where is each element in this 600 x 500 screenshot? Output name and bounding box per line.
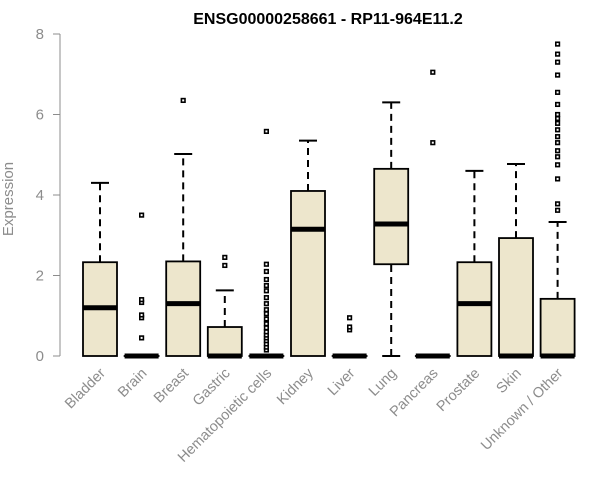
outlier-point <box>346 324 353 330</box>
outlier-point <box>554 111 561 118</box>
x-tick-label: Breast <box>151 366 192 407</box>
outlier-point <box>263 295 270 301</box>
y-axis-label: Expression <box>0 162 17 236</box>
outlier-point <box>554 127 561 133</box>
outlier-point <box>263 301 270 307</box>
box-body <box>498 237 534 357</box>
box-body <box>539 297 576 357</box>
outlier-point <box>139 297 145 303</box>
outlier-point <box>554 51 561 57</box>
box-group-6: Liver <box>325 315 368 399</box>
x-tick-label: Lung <box>366 366 400 400</box>
outlier-point <box>554 59 561 65</box>
y-tick-label: 2 <box>36 268 44 285</box>
outlier-point <box>554 101 561 108</box>
outlier-point <box>263 288 270 294</box>
outlier-point <box>554 89 561 95</box>
outlier-point <box>554 115 561 122</box>
box-body <box>290 190 326 357</box>
outlier-point <box>263 329 270 335</box>
outlier-point <box>139 212 145 218</box>
outlier-point <box>263 128 270 135</box>
outlier-point <box>222 262 228 269</box>
outlier-point <box>263 311 270 317</box>
box-body <box>206 326 243 357</box>
box-body <box>165 260 202 357</box>
box-group-1: Brain <box>115 212 160 401</box>
y-tick-label: 6 <box>36 107 44 124</box>
outlier-point <box>222 254 228 260</box>
outlier-point <box>263 276 270 283</box>
outlier-point <box>139 335 145 341</box>
outlier-point <box>554 176 561 182</box>
box-group-2: Breast <box>151 97 202 407</box>
outlier-point <box>554 154 561 160</box>
outlier-point <box>180 97 186 104</box>
outlier-point <box>554 162 561 168</box>
outlier-point <box>554 148 561 154</box>
outlier-point <box>263 325 270 331</box>
axes: 0 2 4 6 8 <box>36 26 61 365</box>
box-group-10: Skin <box>494 163 534 397</box>
box-group-7: Lung <box>366 101 410 400</box>
outlier-point <box>263 282 270 289</box>
outlier-point <box>263 307 270 313</box>
outlier-point <box>554 120 561 126</box>
box-group-5: Kidney <box>274 139 326 408</box>
box-group-9: Prostate <box>434 169 493 415</box>
outlier-point <box>554 134 561 140</box>
outlier-point <box>263 321 270 327</box>
outlier-point <box>554 201 561 207</box>
box-body <box>456 261 493 357</box>
box-group-0: Bladder <box>62 181 118 412</box>
y-tick-label: 4 <box>36 187 44 204</box>
chart-title: ENSG00000258661 - RP11-964E11.2 <box>193 11 463 28</box>
outlier-point <box>554 207 561 213</box>
x-tick-label: Prostate <box>434 366 483 415</box>
outlier-point <box>346 315 353 321</box>
x-tick-label: Kidney <box>274 365 317 408</box>
y-tick-label: 8 <box>36 26 44 43</box>
outlier-point <box>263 261 270 267</box>
x-tick-label: Bladder <box>62 365 109 412</box>
x-tick-label: Brain <box>115 366 150 401</box>
outlier-point <box>139 312 145 318</box>
box-body <box>373 167 410 266</box>
x-tick-label: Liver <box>325 365 359 399</box>
outlier-point <box>263 268 270 275</box>
outlier-point <box>554 72 561 78</box>
outlier-point <box>430 140 436 146</box>
outlier-point <box>430 69 436 75</box>
outlier-point <box>554 140 561 146</box>
outlier-point <box>554 41 561 47</box>
y-tick-label: 0 <box>36 348 44 365</box>
x-tick-label: Skin <box>494 366 525 397</box>
outlier-point <box>263 316 270 322</box>
